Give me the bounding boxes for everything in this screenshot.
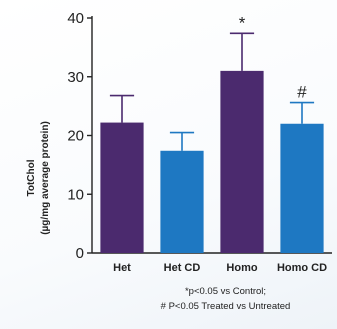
significance-marker: # [297, 83, 307, 102]
x-category-label: Homo [226, 262, 257, 274]
x-categories: Het Het CD Homo Homo CD [113, 262, 327, 274]
significance-marker: * [239, 13, 246, 32]
significance-markers: *# [239, 13, 308, 101]
x-category-label: Homo CD [277, 262, 327, 274]
y-tick-label: 40 [67, 10, 84, 27]
bars [100, 70, 324, 253]
bar-homo-cd [280, 123, 324, 253]
y-tick-label: 20 [67, 128, 84, 145]
y-axis-label-line1: TotChol [26, 159, 37, 196]
y-tick-label: 0 [76, 245, 84, 262]
y-axis-label: TotChol (µg/mg average protein) [26, 121, 51, 235]
bar-het [100, 122, 144, 253]
bar-het-cd [160, 150, 204, 253]
x-category-label: Het [113, 262, 131, 274]
x-category-label: Het CD [164, 262, 201, 274]
y-axis-label-line2: (µg/mg average protein) [40, 121, 51, 235]
footnotes: *p<0.05 vs Control; # P<0.05 Treated vs … [0, 284, 337, 314]
bar-homo [220, 70, 264, 253]
y-tick-label: 10 [67, 186, 84, 203]
error-bars [109, 32, 315, 151]
y-ticks: 0 10 20 30 40 [67, 10, 92, 262]
footnote-treated: # P<0.05 Treated vs Untreated [160, 301, 291, 312]
footnote-control: *p<0.05 vs Control; [184, 286, 267, 297]
y-tick-label: 30 [67, 69, 84, 86]
